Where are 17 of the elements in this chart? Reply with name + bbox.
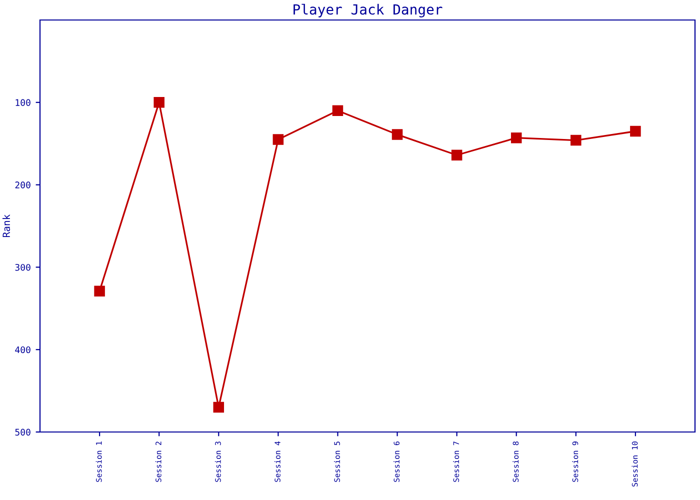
point — [451, 150, 462, 161]
y-axis-title: Rank — [2, 214, 10, 238]
point — [392, 129, 403, 140]
point — [510, 132, 522, 144]
point — [332, 105, 344, 116]
y-tick-label: 200 — [15, 182, 30, 188]
point — [272, 134, 284, 145]
point — [154, 97, 164, 108]
y-tick-label: 400 — [15, 346, 30, 354]
y-tick-label: 500 — [15, 428, 30, 436]
point — [213, 402, 224, 413]
chart-title: Player Jack Danger — [294, 4, 442, 18]
point — [570, 134, 582, 146]
y-tick-label: 300 — [15, 264, 30, 271]
y-tick-label: 100 — [16, 99, 30, 106]
point — [94, 286, 105, 296]
point — [630, 126, 641, 137]
